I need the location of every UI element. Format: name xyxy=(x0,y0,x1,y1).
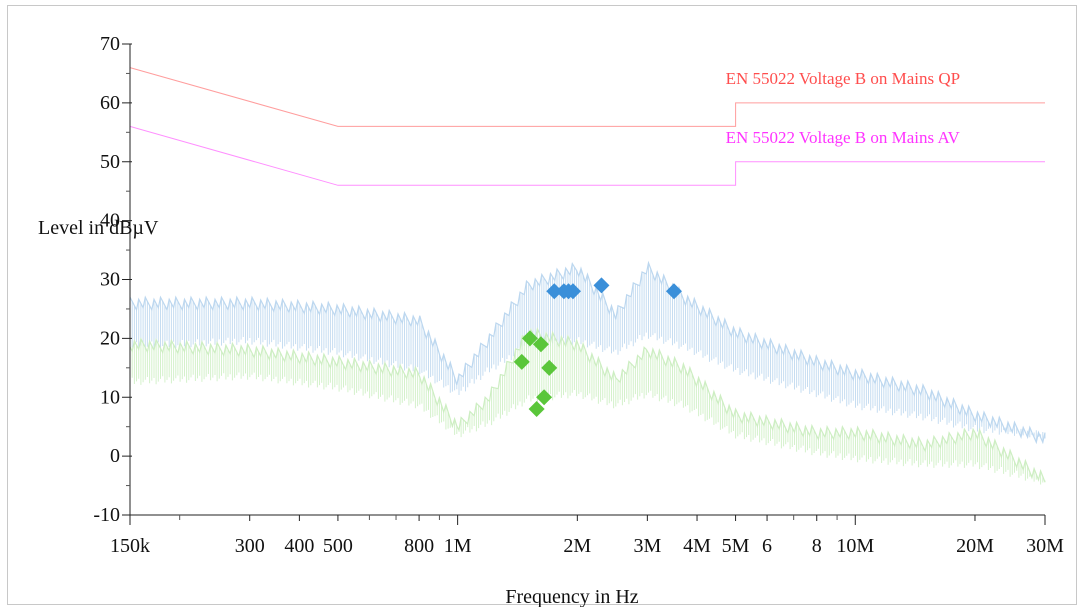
x-axis-label: Frequency in Hz xyxy=(505,586,638,607)
x-tick-label: 10M xyxy=(836,535,874,557)
x-tick-label: 6 xyxy=(762,535,772,557)
y-tick-label: 40 xyxy=(100,210,120,232)
limit-lines xyxy=(129,67,1045,186)
y-tick-label: 50 xyxy=(100,151,120,173)
x-tick-label: 300 xyxy=(235,535,265,557)
x-tick-label: 8 xyxy=(812,535,822,557)
series-1-line xyxy=(129,260,1046,445)
marker-diamond xyxy=(532,336,549,353)
axes: -10 0 10 20 30 40 50 60 70 150k 300 400 500 800 1M 2M 3M… xyxy=(93,33,1064,557)
limit-line-2 xyxy=(129,125,1045,186)
y-tick-label: 20 xyxy=(100,327,120,349)
x-tick-label: 4M xyxy=(683,535,711,557)
y-tick-label: 30 xyxy=(100,269,120,291)
series-group xyxy=(129,260,1046,485)
x-tick-label: 3M xyxy=(633,535,661,557)
marker-diamond xyxy=(593,277,610,294)
x-tick-label: 2M xyxy=(563,535,591,557)
y-tick-label: 0 xyxy=(110,445,120,467)
y-axis-label: Level in dBµV xyxy=(38,217,159,239)
limit-line-label-2: EN 55022 Voltage B on Mains AV xyxy=(726,128,961,147)
marker-diamond xyxy=(521,330,538,347)
chart-frame xyxy=(7,5,1077,605)
labels-group: EN 55022 Voltage B on Mains QP EN 55022 V… xyxy=(726,69,961,147)
y-tick-label: -10 xyxy=(93,504,120,526)
x-tick-label: 800 xyxy=(404,535,434,557)
series-1-hatch xyxy=(129,262,1046,443)
y-tick-label: 10 xyxy=(100,386,120,408)
y-tick-label: 60 xyxy=(100,92,120,114)
x-tick-label: 150k xyxy=(110,535,150,557)
limit-line-1 xyxy=(129,67,1045,127)
y-tick-label: 70 xyxy=(100,33,120,55)
limit-line-label-1: EN 55022 Voltage B on Mains QP xyxy=(726,69,961,88)
marker-diamond xyxy=(541,359,558,376)
marker-diamond xyxy=(564,283,581,300)
series-2-line xyxy=(129,327,1046,483)
x-tick-label: 5M xyxy=(722,535,750,557)
x-tick-label: 1M xyxy=(444,535,472,557)
x-tick-label: 400 xyxy=(284,535,314,557)
marker-diamond xyxy=(546,283,563,300)
markers-group xyxy=(513,277,682,418)
marker-diamond xyxy=(536,389,553,406)
marker-diamond xyxy=(665,283,682,300)
x-tick-label: 500 xyxy=(323,535,353,557)
x-tick-label: 20M xyxy=(956,535,994,557)
marker-diamond xyxy=(528,401,545,418)
marker-diamond xyxy=(513,353,530,370)
x-tick-label: 30M xyxy=(1026,535,1064,557)
